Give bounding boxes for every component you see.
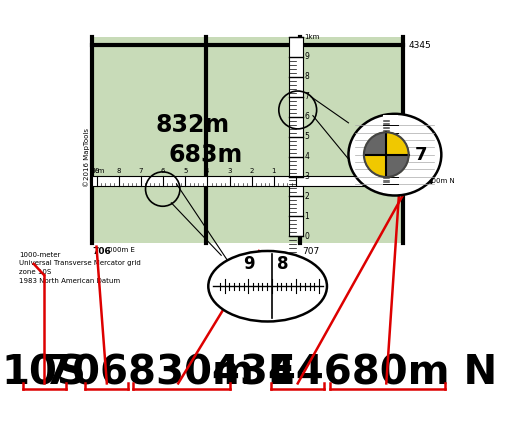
Bar — [92, 37, 402, 243]
Text: 683m: 683m — [168, 143, 242, 166]
Wedge shape — [385, 155, 408, 177]
Text: Universal Transverse Mercator grid: Universal Transverse Mercator grid — [19, 260, 140, 267]
Text: 3: 3 — [304, 172, 309, 181]
Text: zone 10S: zone 10S — [19, 269, 52, 275]
Text: 1: 1 — [271, 169, 276, 175]
Text: 706: 706 — [92, 247, 111, 256]
Text: 707: 707 — [301, 247, 319, 256]
Text: 8: 8 — [116, 169, 121, 175]
Bar — [382, 115, 397, 193]
Text: 9: 9 — [94, 169, 98, 175]
Text: 4344680m N: 4344680m N — [212, 354, 496, 394]
Text: 7: 7 — [414, 146, 426, 163]
Circle shape — [363, 132, 408, 177]
Wedge shape — [363, 132, 385, 155]
Bar — [92, 176, 402, 187]
Text: 2: 2 — [304, 192, 309, 201]
Text: 1km: 1km — [304, 34, 319, 40]
Text: 000m N: 000m N — [426, 178, 453, 184]
Bar — [288, 37, 302, 236]
Text: 0: 0 — [304, 232, 309, 241]
Text: 4: 4 — [205, 169, 209, 175]
Text: 4345: 4345 — [408, 41, 431, 50]
Text: 832m: 832m — [156, 113, 229, 137]
Text: 3: 3 — [227, 169, 231, 175]
Text: 5: 5 — [183, 169, 187, 175]
Text: 1983 North American Datum: 1983 North American Datum — [19, 278, 120, 284]
Text: ©2016 MapTools: ©2016 MapTools — [83, 128, 90, 187]
Text: 7: 7 — [304, 92, 309, 101]
Text: 8: 8 — [304, 72, 309, 81]
Text: 1000-meter: 1000-meter — [19, 252, 61, 258]
Text: 7: 7 — [138, 169, 143, 175]
Text: 9: 9 — [242, 255, 254, 273]
Text: 4: 4 — [304, 152, 309, 161]
Text: 6: 6 — [161, 169, 165, 175]
Text: 1km: 1km — [89, 169, 104, 175]
Text: 1: 1 — [304, 212, 309, 221]
Text: 6: 6 — [304, 112, 309, 121]
Wedge shape — [385, 132, 408, 155]
Ellipse shape — [208, 251, 326, 321]
Text: 9: 9 — [304, 52, 309, 61]
Text: 4344: 4344 — [408, 177, 433, 186]
Text: 8: 8 — [277, 255, 288, 273]
Text: 2: 2 — [249, 169, 254, 175]
Text: 10S: 10S — [2, 354, 86, 394]
Wedge shape — [363, 155, 385, 177]
Text: 000m E: 000m E — [108, 247, 134, 253]
Text: 706830m E: 706830m E — [44, 354, 295, 394]
Text: 5: 5 — [304, 132, 309, 141]
Ellipse shape — [348, 114, 440, 196]
